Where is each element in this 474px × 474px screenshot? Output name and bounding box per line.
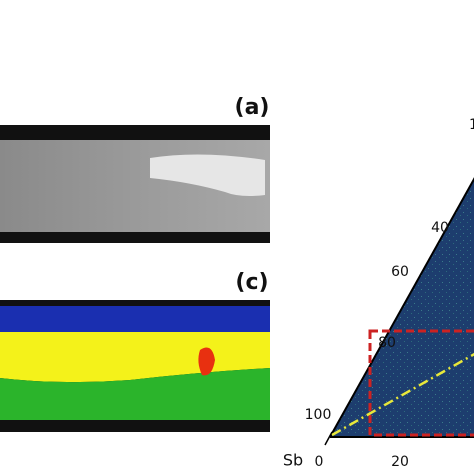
panel-a-image [0, 125, 270, 243]
tick-label: 100 [305, 407, 332, 423]
tick-label: 60 [391, 264, 409, 280]
panel-label: (c) [235, 270, 268, 295]
panel-label: (a) [235, 95, 270, 120]
panel-c-image [0, 300, 270, 432]
tick-label: 40 [431, 220, 449, 236]
tick-label: 1 [469, 117, 474, 133]
tick-label: 0 [315, 454, 324, 470]
ternary-plot [324, 177, 474, 446]
tick-label: 20 [391, 454, 409, 470]
corner-label: Sb [283, 451, 303, 470]
tick-label: 80 [378, 335, 396, 351]
